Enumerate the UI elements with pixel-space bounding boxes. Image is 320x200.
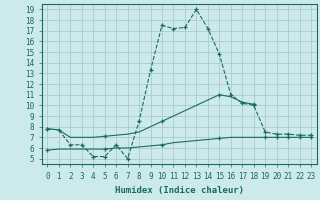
X-axis label: Humidex (Indice chaleur): Humidex (Indice chaleur) bbox=[115, 186, 244, 195]
